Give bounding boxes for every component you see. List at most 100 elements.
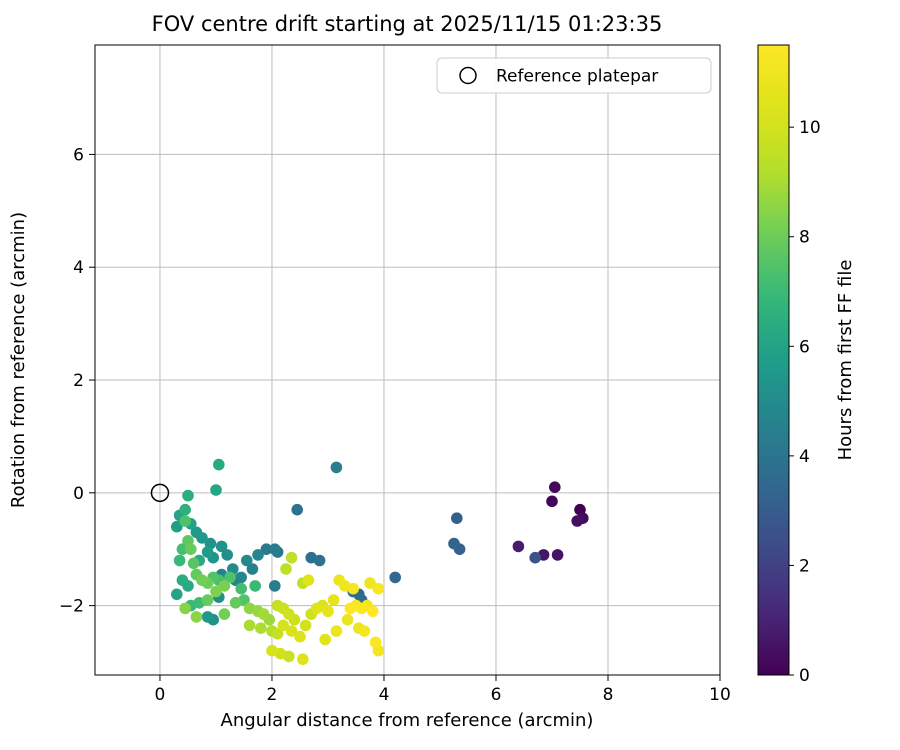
scatter-point <box>529 551 541 564</box>
scatter-point <box>283 608 295 620</box>
scatter-point <box>512 540 525 553</box>
scatter-point <box>252 549 264 561</box>
colorbar-border <box>757 44 790 676</box>
scatter-point <box>269 580 281 592</box>
x-tick-label: 4 <box>379 685 390 705</box>
plot-border <box>94 44 721 676</box>
x-tick-label: 8 <box>603 685 614 705</box>
scatter-point <box>187 557 200 570</box>
scatter-point <box>196 574 208 586</box>
scatter-point <box>549 481 561 494</box>
scatter-point <box>213 458 225 471</box>
scatter-points <box>171 458 589 665</box>
scatter-point <box>285 551 298 564</box>
x-tick-label: 2 <box>267 685 278 705</box>
scatter-point <box>224 571 236 584</box>
scatter-point <box>341 613 354 626</box>
scatter-point <box>294 630 306 643</box>
scatter-point <box>330 625 343 637</box>
scatter-point <box>246 563 259 575</box>
scatter-point <box>173 554 186 567</box>
chart-title: FOV centre drift starting at 2025/11/15 … <box>152 12 663 36</box>
scatter-point <box>313 554 326 567</box>
scatter-point <box>358 625 371 637</box>
scatter-point <box>243 619 256 632</box>
colorbar-tick-label: 0 <box>799 666 810 686</box>
scatter-point <box>319 633 332 646</box>
colorbar-label: Hours from first FF file <box>835 260 856 461</box>
scatter-point <box>571 515 583 527</box>
scatter-point <box>546 495 558 508</box>
scatter-point <box>364 577 376 589</box>
scatter-point <box>302 574 315 586</box>
reference-platepar-marker <box>150 483 170 503</box>
scatter-point <box>271 628 284 640</box>
colorbar-tick-label: 8 <box>799 228 810 248</box>
scatter-point <box>218 580 231 592</box>
scatter-point <box>369 636 382 649</box>
scatter-point <box>185 543 197 555</box>
scatter-point <box>367 605 379 618</box>
scatter-point <box>218 608 231 620</box>
scatter-point <box>451 512 463 524</box>
scatter-point <box>182 489 194 502</box>
scatter-point <box>201 546 214 558</box>
scatter-point <box>257 608 270 620</box>
y-axis-label: Rotation from reference (arcmin) <box>8 212 29 508</box>
scatter-point <box>551 549 564 561</box>
scatter-point <box>176 543 189 555</box>
scatter-point <box>215 540 228 553</box>
scatter-point <box>241 554 253 567</box>
scatter-point <box>190 526 203 539</box>
scatter-point <box>176 574 189 586</box>
scatter-point <box>201 611 214 623</box>
colorbar: 0 2 4 6 8 10 <box>757 44 821 686</box>
scatter-point <box>171 588 183 601</box>
scatter-point <box>448 537 460 550</box>
scatter-point <box>280 563 292 575</box>
scatter-point <box>347 582 360 595</box>
scatter-point <box>285 625 298 637</box>
legend-frame <box>436 57 712 94</box>
scatter-point <box>291 503 304 516</box>
x-axis-label: Angular distance from reference (arcmin) <box>221 710 594 731</box>
y-tick-label: −2 <box>59 597 84 617</box>
scatter-point <box>179 503 191 516</box>
scatter-point <box>269 543 281 555</box>
scatter-point <box>254 622 267 634</box>
colorbar-gradient <box>758 45 789 675</box>
y-tick-label: 2 <box>73 371 84 391</box>
scatter-point <box>179 515 191 527</box>
scatter-point <box>210 585 222 598</box>
scatter-point <box>266 644 278 657</box>
legend-open-circle-icon <box>459 66 477 85</box>
scatter-point <box>179 602 191 615</box>
scatter-point <box>330 461 343 474</box>
scatter-point <box>311 602 323 615</box>
colorbar-tick-label: 4 <box>799 447 810 467</box>
scatter-point <box>171 520 183 533</box>
colorbar-tick-label: 6 <box>799 337 810 357</box>
legend: Reference platepar <box>436 57 712 94</box>
scatter-point <box>372 582 385 595</box>
scatter-point <box>210 484 222 496</box>
scatter-point <box>235 582 247 595</box>
y-tick-label: 6 <box>73 145 84 165</box>
y-tick-label: 4 <box>73 258 84 278</box>
scatter-point <box>389 571 402 584</box>
scatter-point <box>297 653 309 665</box>
scatter-point <box>201 594 214 606</box>
x-tick-label: 6 <box>491 685 502 705</box>
x-tick-label: 10 <box>709 685 731 705</box>
x-tick-label: 0 <box>155 685 166 705</box>
y-tick-label: 0 <box>73 484 84 504</box>
reference-marker <box>150 483 170 503</box>
scatter-point <box>277 619 290 632</box>
colorbar-tick-label: 10 <box>799 118 821 138</box>
scatter-point <box>229 597 242 609</box>
colorbar-tick-label: 2 <box>799 556 810 576</box>
axes: 0 2 4 6 8 10 −2 0 2 4 6 <box>59 44 731 705</box>
legend-label: Reference platepar <box>496 67 658 87</box>
